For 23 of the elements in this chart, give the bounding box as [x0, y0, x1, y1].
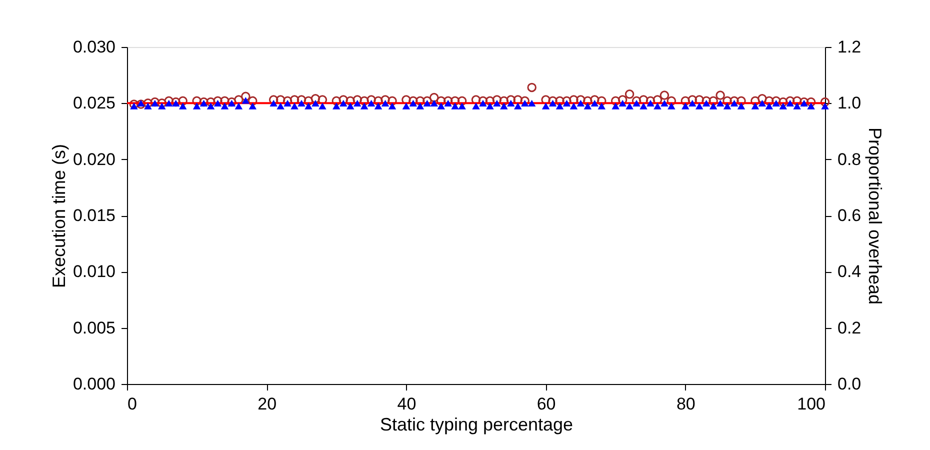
y-axis-title: Execution time (s) — [48, 144, 69, 288]
y-tick-label: 0.000 — [72, 374, 116, 394]
x-tick-label: 20 — [258, 394, 277, 414]
y2-tick-label: 0.0 — [838, 374, 862, 394]
y2-tick-label: 1.2 — [838, 38, 862, 56]
y2-axis-title: Proportional overhead — [865, 127, 886, 305]
x-tick-label: 100 — [797, 394, 826, 414]
x-tick-label: 40 — [397, 394, 416, 414]
x-tick-label: 0 — [128, 394, 137, 414]
y2-tick-label: 0.4 — [838, 262, 862, 282]
x-axis-title: Static typing percentage — [380, 414, 574, 434]
y2-tick-label: 1.0 — [838, 94, 862, 113]
y-tick-label: 0.030 — [72, 38, 116, 56]
y-tick-label: 0.015 — [72, 206, 116, 225]
y-tick-label: 0.010 — [72, 262, 116, 282]
y-tick-label: 0.025 — [72, 94, 116, 113]
x-tick-label: 60 — [536, 394, 556, 414]
y2-tick-label: 0.8 — [838, 150, 862, 169]
y-tick-label: 0.020 — [72, 150, 116, 169]
y2-tick-label: 0.6 — [838, 206, 862, 225]
y-tick-label: 0.005 — [72, 318, 116, 338]
y2-tick-label: 0.2 — [838, 318, 862, 338]
x-tick-label: 80 — [676, 394, 696, 414]
